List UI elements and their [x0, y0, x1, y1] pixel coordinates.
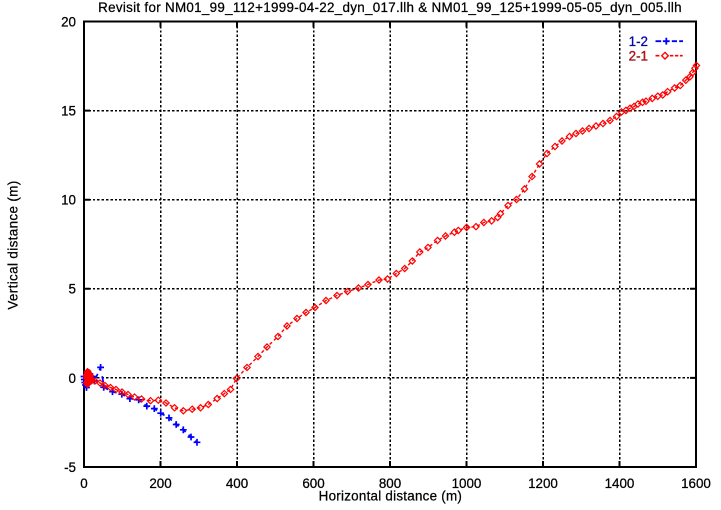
svg-text:1400: 1400 [605, 476, 635, 491]
svg-text:1600: 1600 [681, 476, 711, 491]
svg-text:400: 400 [226, 476, 248, 491]
svg-text:1200: 1200 [528, 476, 558, 491]
svg-text:0: 0 [69, 371, 76, 386]
svg-text:5: 5 [69, 282, 76, 297]
svg-text:10: 10 [61, 193, 76, 208]
svg-text:-5: -5 [64, 460, 76, 475]
svg-text:1-2: 1-2 [629, 34, 648, 49]
svg-text:800: 800 [379, 476, 401, 491]
svg-text:20: 20 [61, 14, 76, 29]
svg-text:600: 600 [302, 476, 324, 491]
svg-text:Revisit for NM01_99_112+1999-0: Revisit for NM01_99_112+1999-04-22_dyn_0… [98, 0, 682, 15]
svg-text:Horizontal distance (m): Horizontal distance (m) [319, 489, 462, 504]
svg-text:15: 15 [61, 104, 76, 119]
svg-text:2-1: 2-1 [629, 49, 648, 64]
svg-text:200: 200 [149, 476, 171, 491]
svg-text:1000: 1000 [452, 476, 482, 491]
svg-text:0: 0 [80, 476, 87, 491]
svg-text:Vertical distance (m): Vertical distance (m) [6, 180, 21, 309]
